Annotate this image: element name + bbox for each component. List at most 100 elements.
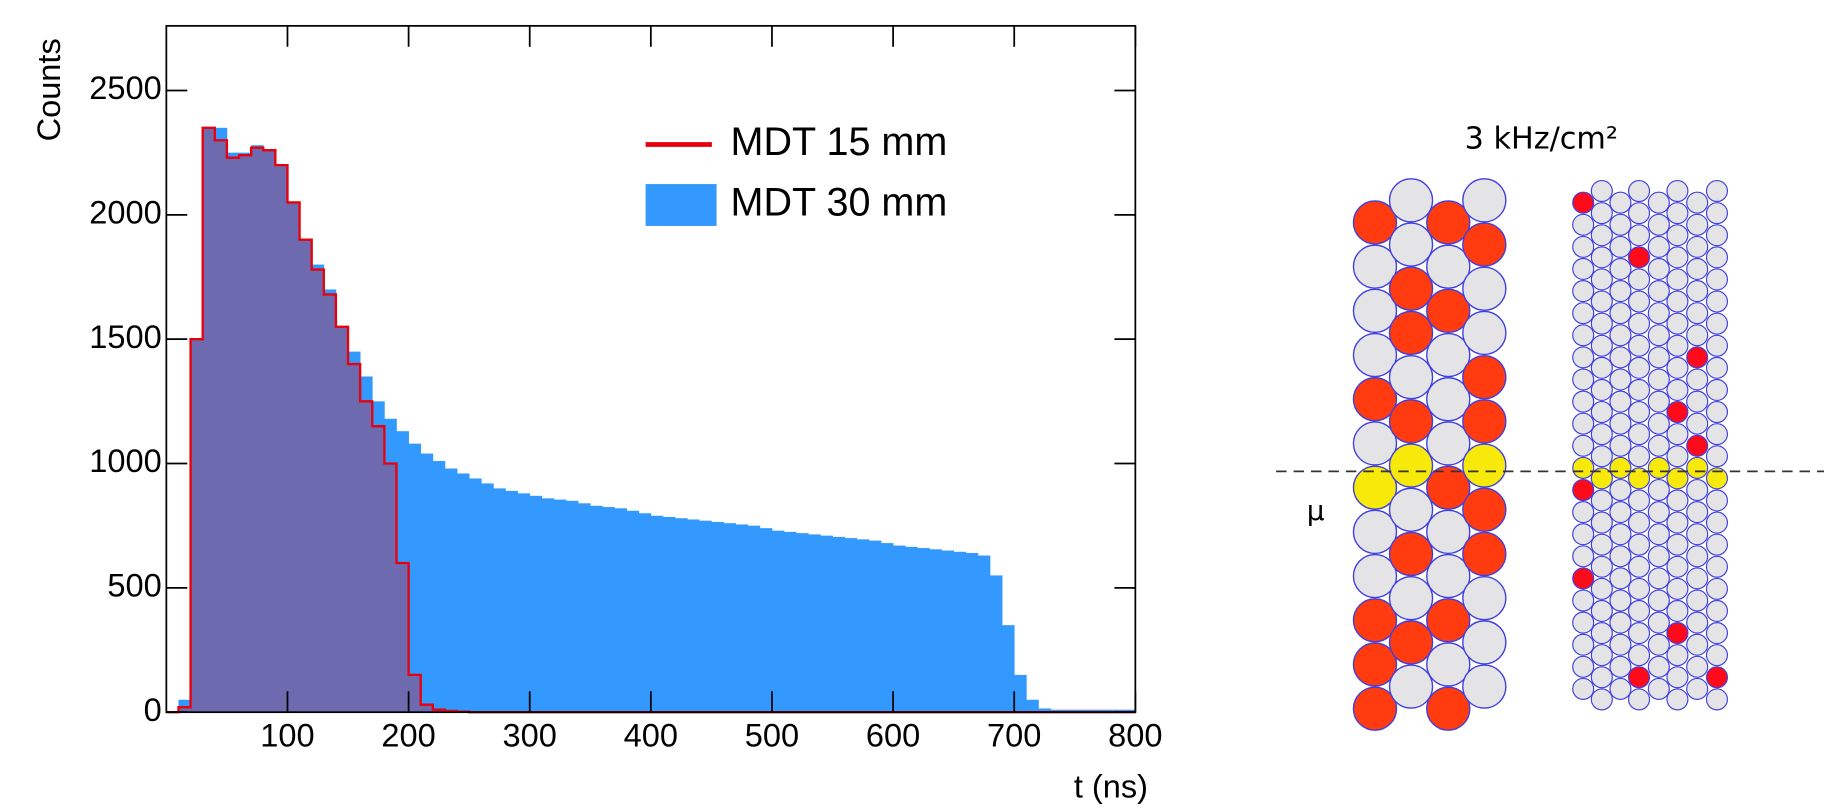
tube [1705,401,1729,424]
tube [1686,545,1709,568]
legend-swatch [645,184,717,226]
bar [747,525,761,713]
bar [323,294,337,713]
tube [1572,567,1595,590]
bar [844,538,858,713]
bar [505,490,518,713]
tube [1686,501,1709,524]
tube [1388,531,1434,577]
tube [1647,302,1670,325]
tube [1686,324,1709,347]
tube [1590,688,1613,711]
bar [239,155,252,713]
tube [1590,622,1613,645]
track-label: μ [1307,494,1325,527]
bar [408,674,422,713]
tube [1609,213,1632,236]
tube [1572,280,1595,303]
diagram-title: 3 kHz/cm² [1465,121,1618,156]
tube [1590,644,1613,667]
tube [1647,655,1670,678]
bar [662,516,676,713]
tube [1686,191,1709,214]
bar [214,140,228,713]
y-tick-label: 1000 [89,443,161,479]
tube [1590,290,1613,313]
tube [1590,401,1613,424]
x-tick-label: 200 [381,717,435,753]
tube [1609,611,1632,634]
tube [1462,443,1507,488]
tube [1705,599,1729,623]
bar [1086,709,1100,713]
tube [1388,487,1434,532]
tube [1609,589,1632,612]
tube [1590,312,1613,335]
legend-label: MDT 15 mm [731,120,948,164]
bar [917,548,930,713]
tube [1388,575,1434,621]
bar [614,508,627,713]
tube [1609,235,1632,258]
tube [1686,434,1709,457]
tube [1686,655,1709,678]
tube [1666,401,1689,424]
tube [1666,268,1689,291]
bar [348,364,361,713]
bar [432,709,446,713]
bar [711,521,724,713]
tube [1572,589,1595,612]
bar [687,519,700,713]
tube [1686,257,1709,281]
tube [1590,356,1613,379]
tube [1609,257,1632,281]
tube [1352,598,1398,643]
tube [1352,377,1398,422]
tube [1647,191,1670,214]
bar [723,523,736,713]
tube [1666,599,1689,623]
tube [1686,390,1709,413]
tube [1609,302,1632,325]
tube [1609,523,1632,546]
bar [275,165,288,713]
tube [1666,334,1689,357]
tube [1705,356,1729,379]
tube [1647,324,1670,347]
bar [1074,709,1088,713]
bar [335,326,349,713]
bar [796,533,809,713]
tube [1666,533,1689,556]
bar [384,463,397,713]
bar [953,551,967,713]
tube [1647,257,1670,281]
tube [1705,179,1729,203]
tube [1705,423,1729,446]
bar [735,524,749,713]
tube [1352,244,1398,289]
tube [1609,280,1632,303]
tube [1462,575,1507,621]
bar [493,488,506,713]
tube [1572,346,1595,369]
bar [820,535,833,713]
tube [1666,644,1689,667]
tube [1705,555,1729,578]
tube [1666,489,1689,512]
bar [420,453,434,713]
tube [1666,246,1689,269]
tube [1666,423,1689,446]
x-axis-label: t (ns) [1074,769,1148,805]
bar [457,473,470,713]
tube [1627,533,1651,556]
bar [578,503,591,713]
tube [1627,224,1651,247]
tube [1590,511,1613,534]
tube [1627,688,1651,711]
tube [1647,501,1670,524]
tube [1686,302,1709,325]
bar [784,531,797,713]
tube [1647,589,1670,612]
tube [1647,213,1670,236]
tube [1426,421,1471,466]
